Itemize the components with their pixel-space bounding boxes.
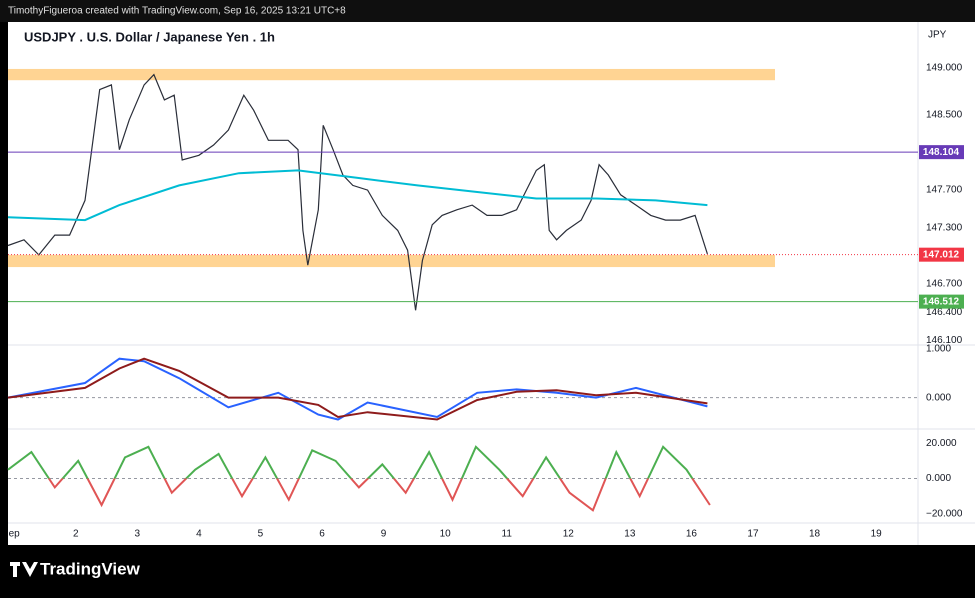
series-line [7,445,711,512]
level-label: 146.512 [923,296,960,307]
x-tick-label: 16 [686,529,698,540]
x-tick-label: 4 [196,529,202,540]
x-tick-label: 5 [258,529,264,540]
y-tick-label: 148.500 [926,110,963,121]
series-line [7,357,708,421]
zone [8,254,775,268]
y-tick-label: 146.700 [926,279,963,290]
y-tick-label: 1.000 [926,344,951,355]
x-tick-label: 3 [135,529,141,540]
brand-name: TradingView [40,559,141,578]
x-tick-label: 9 [381,529,387,540]
zone [8,68,775,81]
y-tick-label: 20.000 [926,438,957,449]
y-tick-label: 149.000 [926,63,963,74]
chart-title: USDJPY . U.S. Dollar / Japanese Yen . 1h [24,29,275,44]
x-tick-label: 11 [502,529,513,540]
currency-label: JPY [928,30,947,41]
y-tick-label: 0.000 [926,392,951,403]
level-label: 147.012 [923,249,960,260]
series-line [7,357,708,421]
x-tick-label: 12 [563,529,575,540]
level-label-bg [919,294,964,309]
x-tick-label: 17 [747,529,759,540]
y-tick-label: −20.000 [926,508,963,519]
x-tick-label: 6 [319,529,325,540]
plot-background [8,22,975,545]
y-tick-label: 147.700 [926,185,963,196]
y-tick-label: 146.400 [926,307,963,318]
series-line [7,73,708,311]
y-tick-label: 146.100 [926,335,963,346]
brand-logo [10,562,38,577]
header-bar [0,0,975,22]
series-line [7,169,708,222]
x-tick-label: 19 [871,529,883,540]
y-tick-label: 147.300 [926,222,963,233]
level-label-bg [919,247,964,262]
y-tick-label: 0.000 [926,473,951,484]
x-tick-label: 13 [624,529,636,540]
footer-bar [0,545,975,593]
x-tick-label: 2 [73,529,79,540]
level-label: 148.104 [923,147,960,158]
x-tick-label: ep [9,529,21,540]
x-tick-label: 10 [440,529,452,540]
level-label-bg [919,145,964,160]
x-tick-label: 18 [809,529,821,540]
header-text: TimothyFigueroa created with TradingView… [8,6,346,17]
